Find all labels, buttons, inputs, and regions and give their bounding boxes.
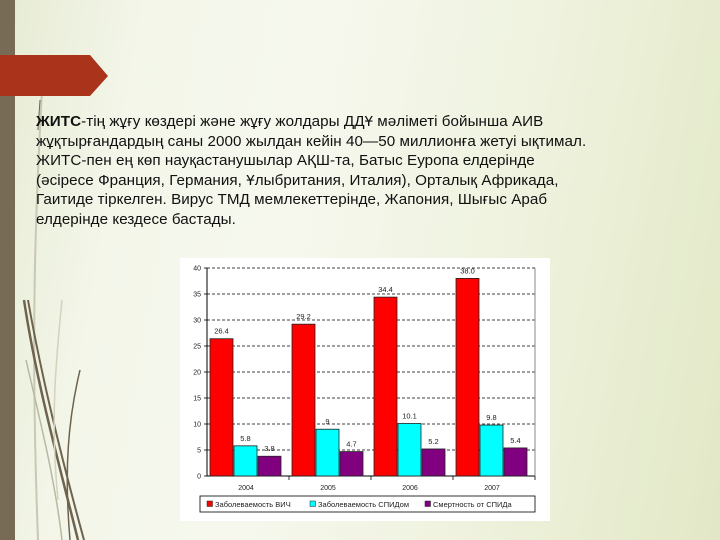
legend-swatch bbox=[206, 500, 213, 507]
body-paragraph: ЖИТС-тің жұғу көздері және жұғу жолдары … bbox=[36, 112, 706, 230]
side-band bbox=[0, 0, 15, 540]
text-line-6: елдерінде кездесе бастады. bbox=[36, 210, 236, 228]
x-tick-label: 2005 bbox=[320, 485, 336, 492]
bar bbox=[339, 451, 364, 477]
y-tick-label: 0 bbox=[197, 474, 201, 481]
bar-value-label: 5.4 bbox=[510, 436, 520, 445]
aids-term: ЖИТС bbox=[36, 113, 82, 130]
bar bbox=[291, 323, 316, 477]
bar bbox=[373, 296, 398, 477]
bar bbox=[209, 338, 234, 477]
bar bbox=[421, 448, 446, 477]
legend-label: Смертность от СПИДа bbox=[433, 500, 512, 509]
legend-label: Заболеваемость ВИЧ bbox=[215, 500, 291, 509]
bar-value-label: 38.0 bbox=[460, 266, 475, 275]
y-tick-label: 15 bbox=[193, 396, 201, 403]
y-tick-label: 20 bbox=[193, 370, 201, 377]
bar-value-label: 5.2 bbox=[428, 437, 438, 446]
y-tick-label: 40 bbox=[193, 266, 201, 273]
y-tick-label: 25 bbox=[193, 344, 201, 351]
bar-value-label: 3.8 bbox=[264, 444, 274, 453]
bar-value-label: 9 bbox=[325, 417, 329, 426]
text-line-1: ЖИТС-тің жұғу көздері және жұғу жолдары … bbox=[36, 113, 544, 130]
y-tick-label: 35 bbox=[193, 292, 201, 299]
bar-value-label: 10.1 bbox=[402, 411, 417, 420]
bar bbox=[397, 423, 422, 477]
hiv-statistics-chart: 0 5 10 15 20 25 30 35 40 26.4 5.8 3.8 2004 29.2 9 4.7 20… bbox=[180, 258, 550, 521]
legend-swatch bbox=[424, 500, 431, 507]
text-line-5: Гаитиде тіркелген. Вирус ТМД мемлекеттер… bbox=[36, 191, 548, 209]
bar bbox=[315, 428, 340, 477]
bar bbox=[503, 447, 528, 477]
bar bbox=[479, 424, 504, 477]
legend-label: Заболеваемость СПИДом bbox=[318, 500, 409, 509]
text-line-3: ЖИТС-пен ең көп науқастанушылар АҚШ-та, … bbox=[36, 152, 535, 170]
bar bbox=[257, 455, 282, 477]
bar-value-label: 29.2 bbox=[296, 312, 311, 321]
bar-value-label: 9.8 bbox=[486, 413, 496, 422]
bar-value-label: 5.8 bbox=[240, 434, 250, 443]
x-tick-label: 2004 bbox=[238, 485, 254, 492]
text-line-2: жұқтырғандардың саны 2000 жылдан кейін 4… bbox=[36, 132, 587, 150]
legend bbox=[199, 495, 536, 513]
bar-value-label: 26.4 bbox=[214, 327, 229, 336]
y-tick-label: 10 bbox=[193, 422, 201, 429]
x-tick-label: 2006 bbox=[402, 485, 418, 492]
bar-chart: 0 5 10 15 20 25 30 35 40 26.4 5.8 3.8 2004 29.2 9 4.7 20… bbox=[193, 266, 536, 513]
bar-value-label: 4.7 bbox=[346, 440, 356, 449]
bar-value-label: 34.4 bbox=[378, 285, 393, 294]
title-arrow-shape bbox=[0, 55, 108, 96]
legend-swatch bbox=[309, 500, 316, 507]
y-tick-label: 5 bbox=[197, 448, 201, 455]
bar bbox=[233, 445, 258, 477]
text-line-4: (әсіресе Франция, Германия, Ұлыбритания,… bbox=[36, 171, 559, 189]
y-tick-label: 30 bbox=[193, 318, 201, 325]
bar bbox=[455, 277, 480, 477]
x-tick-label: 2007 bbox=[484, 485, 500, 492]
